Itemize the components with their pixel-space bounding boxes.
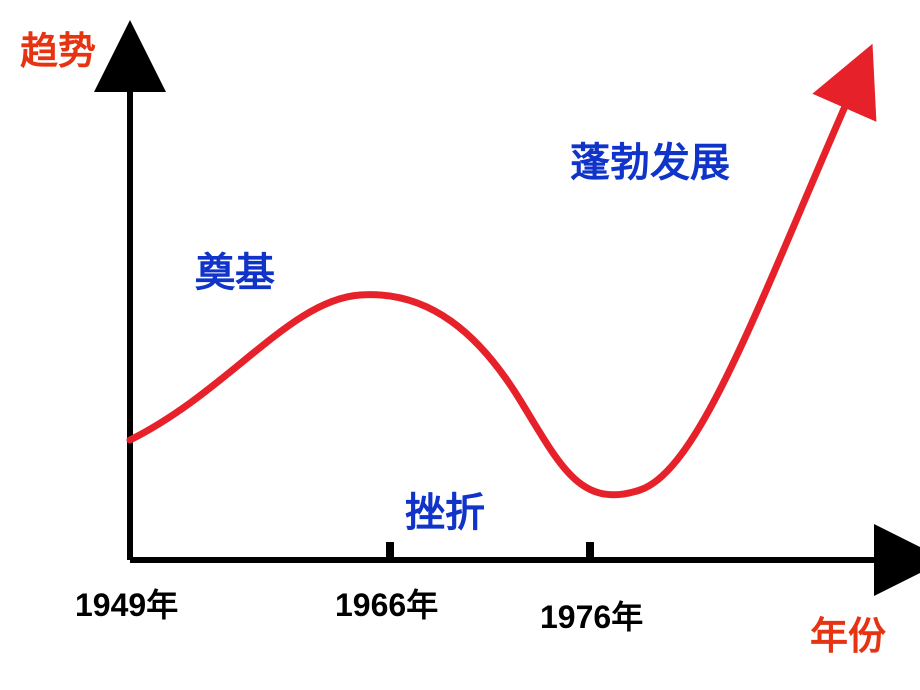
- phase-label-setback: 挫折: [405, 480, 485, 538]
- tick-label-1949: 1949年: [75, 580, 178, 626]
- tick-label-1976: 1976年: [540, 592, 643, 638]
- tick-label-1966: 1966年: [335, 580, 438, 626]
- trend-chart: 趋势 年份 1949年 1966年 1976年 奠基 挫折 蓬勃发展: [0, 0, 920, 690]
- x-axis-label: 年份: [810, 605, 886, 660]
- phase-label-growth: 蓬勃发展: [570, 130, 730, 188]
- phase-label-foundation: 奠基: [195, 240, 275, 298]
- y-axis-label: 趋势: [20, 20, 96, 75]
